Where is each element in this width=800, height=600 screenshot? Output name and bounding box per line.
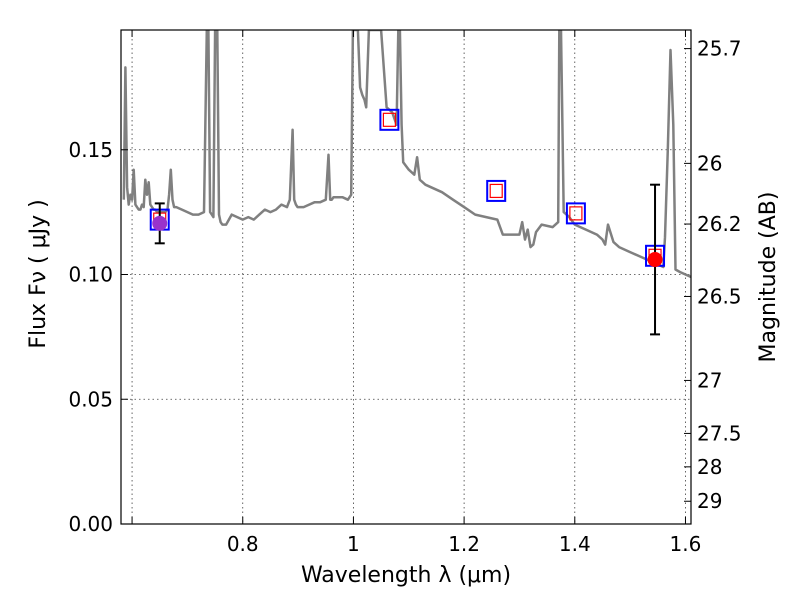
x-tick-label: 1 (347, 532, 360, 556)
y-tick-label: 0.00 (68, 512, 113, 536)
observed-flux-point (647, 252, 663, 268)
spectrum-series (122, 30, 691, 279)
model-flux-inner-square (569, 206, 583, 221)
mag-tick-label: 27 (697, 368, 722, 392)
grid-lines (121, 30, 691, 524)
x-axis-label: Wavelength λ (μm) (301, 563, 511, 588)
x-tick-label: 1.2 (448, 532, 480, 556)
photometry-markers (149, 108, 666, 336)
y-tick-label: 0.15 (68, 138, 113, 162)
y-tick-label: 0.05 (68, 387, 113, 411)
x-tick-label: 1.6 (670, 532, 702, 556)
mag-tick-label: 29 (697, 489, 722, 513)
mag-tick-label: 25.7 (697, 37, 742, 61)
mag-tick-label: 26 (697, 151, 722, 175)
axis-ticks: 0.8 1 1.2 1.4 1.6 0.00 0.05 0.10 0.15 25.7 26 26.2 2… (68, 30, 742, 556)
mag-tick-label: 27.5 (697, 421, 742, 445)
model-flux-inner-square (489, 183, 503, 199)
observed-flux-point (152, 215, 168, 231)
model-flux-square (379, 108, 400, 131)
y-tick-label: 0.10 (68, 263, 113, 287)
model-flux-square (565, 202, 586, 225)
mag-tick-label: 26.5 (697, 284, 742, 308)
y-axis-right-label: Magnitude (AB) (756, 192, 781, 363)
x-tick-label: 1.4 (559, 532, 591, 556)
spectrum-line (122, 30, 691, 279)
mag-tick-label: 28 (697, 455, 722, 479)
y-axis-label: Flux Fν ( μJy ) (26, 199, 51, 348)
x-tick-label: 0.8 (227, 532, 259, 556)
model-flux-inner-square (382, 112, 396, 127)
mag-tick-label: 26.2 (697, 212, 742, 236)
model-flux-square (486, 179, 507, 202)
plot-frame (120, 29, 692, 525)
